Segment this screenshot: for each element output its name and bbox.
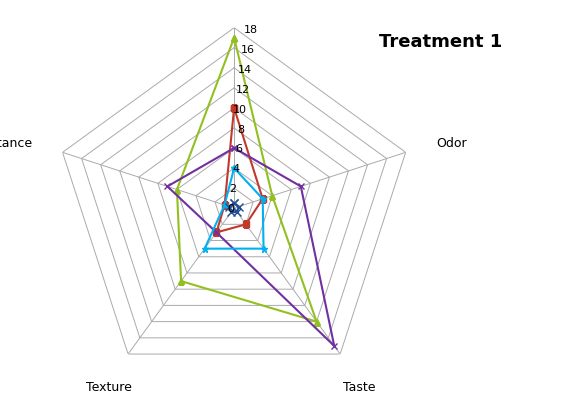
Text: 14: 14 — [238, 65, 252, 75]
Text: 8: 8 — [238, 124, 244, 134]
Text: General acceptance: General acceptance — [0, 137, 31, 149]
Text: 16: 16 — [241, 45, 255, 55]
Text: 18: 18 — [243, 25, 258, 35]
Text: 4: 4 — [232, 164, 239, 174]
Text: Treatment 1: Treatment 1 — [379, 33, 502, 51]
Text: 0: 0 — [227, 204, 234, 213]
Text: 10: 10 — [233, 104, 247, 115]
Text: Odor: Odor — [437, 137, 467, 149]
Text: 6: 6 — [235, 144, 242, 154]
Text: Texture: Texture — [86, 380, 132, 393]
Text: 12: 12 — [236, 85, 250, 94]
Text: 2: 2 — [230, 184, 237, 194]
Text: Taste: Taste — [343, 380, 376, 393]
